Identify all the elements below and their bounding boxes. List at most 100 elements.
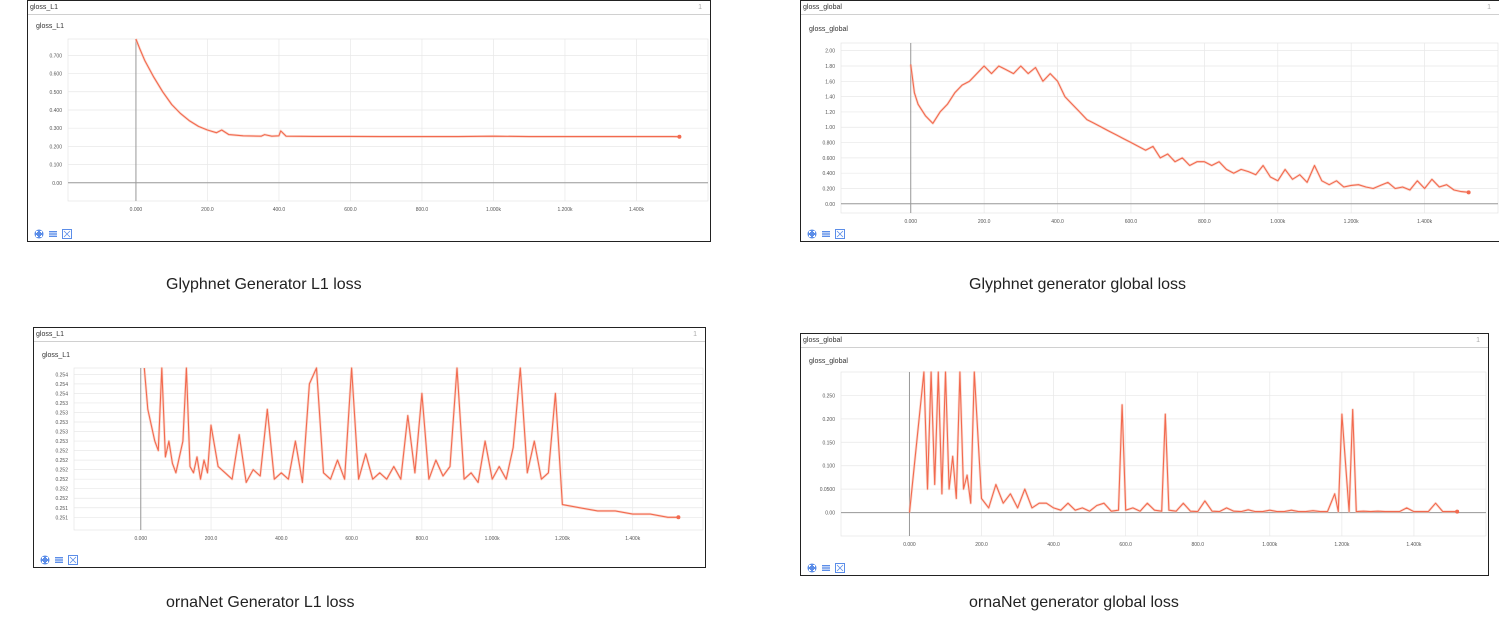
chart-title: gloss_global: [809, 358, 848, 365]
y-tick-label: 1.20: [825, 110, 835, 116]
x-tick-label: 1.400k: [629, 207, 645, 213]
series-line: [135, 38, 680, 138]
y-tick-label: 0.253: [55, 410, 68, 416]
x-tick-label: 600.0: [1125, 219, 1138, 225]
y-tick-label: 2.00: [825, 49, 835, 55]
y-tick-label: 0.500: [49, 90, 62, 96]
plot-area: [840, 42, 1499, 214]
x-tick-label: 1.400k: [1417, 219, 1433, 225]
y-tick-label: 0.150: [822, 440, 835, 446]
y-tick-label: 0.252: [55, 458, 68, 464]
x-tick-label: 1.200k: [1344, 219, 1360, 225]
panel-index: 1: [1487, 4, 1491, 11]
x-tick-label: 800.0: [416, 536, 429, 542]
y-tick-label: 0.254: [55, 391, 68, 397]
series-line: [143, 367, 679, 518]
x-tick-label: 1.400k: [1406, 542, 1422, 548]
series-line: [910, 64, 1469, 193]
series-end-point: [1466, 190, 1471, 195]
y-tick-label: 0.253: [55, 439, 68, 445]
panel-header-title: gloss_L1: [30, 4, 59, 11]
y-tick-label: 0.252: [55, 449, 68, 455]
x-tick-label: 1.200k: [557, 207, 573, 213]
x-tick-label: 1.000k: [485, 536, 501, 542]
x-tick-label: 1.200k: [1334, 542, 1350, 548]
panel-index: 1: [693, 331, 697, 338]
y-tick-label: 0.600: [49, 72, 62, 78]
y-tick-label: 0.800: [822, 141, 835, 147]
series-end-point: [676, 515, 681, 520]
panel-header-title: gloss_global: [803, 337, 842, 344]
chart-panel-glyphnet-l1: gloss_L1 1 gloss_L1 0.00 0.100 0.200 0.300 0…: [27, 0, 711, 242]
list-icon[interactable]: [48, 226, 58, 237]
fit-icon[interactable]: [68, 552, 78, 565]
list-icon[interactable]: [821, 560, 831, 571]
expand-icon[interactable]: [807, 560, 817, 572]
y-tick-label: 0.251: [55, 515, 68, 521]
x-tick-label: 600.0: [344, 207, 357, 213]
x-tick-label: 600.0: [1119, 542, 1132, 548]
chart-plot[interactable]: 0.00 0.0500 0.100 0.150 0.200 0.250 0.000 200.0…: [801, 370, 1488, 552]
panel-header-title: gloss_global: [803, 4, 842, 11]
panel-header-title: gloss_L1: [36, 331, 65, 338]
x-tick-label: 800.0: [1198, 219, 1211, 225]
y-tick-label: 0.100: [49, 163, 62, 169]
fit-icon[interactable]: [62, 226, 72, 239]
series-line: [908, 371, 1458, 513]
y-tick-label: 0.00: [52, 181, 62, 187]
panel-header: gloss_global 1: [801, 334, 1488, 348]
x-tick-label: 0.000: [904, 219, 917, 225]
series-end-point: [677, 134, 682, 139]
x-tick-label: 200.0: [975, 542, 988, 548]
x-tick-label: 200.0: [201, 207, 214, 213]
expand-icon[interactable]: [807, 226, 817, 238]
caption-ornanet-l1: ornaNet Generator L1 loss: [166, 594, 355, 611]
chart-panel-ornanet-global: gloss_global 1 gloss_global 0.00 0.0500 0.…: [800, 333, 1489, 576]
chart-title: gloss_L1: [42, 352, 71, 359]
plot-area: [67, 38, 709, 202]
x-tick-label: 0.000: [130, 207, 143, 213]
x-tick-label: 200.0: [978, 219, 991, 225]
chart-title: gloss_global: [809, 26, 848, 33]
fit-icon[interactable]: [835, 226, 845, 239]
x-tick-label: 200.0: [205, 536, 218, 542]
y-tick-label: 0.252: [55, 487, 68, 493]
expand-icon[interactable]: [34, 226, 44, 238]
panel-header: gloss_L1 1: [28, 1, 710, 15]
y-tick-label: 0.200: [822, 186, 835, 192]
x-tick-label: 400.0: [273, 207, 286, 213]
x-tick-label: 1.000k: [486, 207, 502, 213]
chart-controls: [807, 559, 845, 573]
list-icon[interactable]: [54, 552, 64, 563]
panel-index: 1: [698, 4, 702, 11]
y-tick-label: 0.600: [822, 156, 835, 162]
x-tick-label: 1.200k: [555, 536, 571, 542]
list-icon[interactable]: [821, 226, 831, 237]
y-tick-label: 0.700: [49, 53, 62, 59]
chart-plot[interactable]: 0.251 0.251 0.252 0.252 0.252 0.252 0.252 0.252…: [34, 366, 705, 546]
panel-header: gloss_global 1: [801, 1, 1499, 15]
y-tick-label: 0.0500: [820, 487, 836, 493]
chart-plot[interactable]: 0.00 0.100 0.200 0.300 0.400 0.500 0.600 0.700 0…: [28, 37, 710, 217]
panel-index: 1: [1476, 337, 1480, 344]
fit-icon[interactable]: [835, 560, 845, 573]
x-tick-label: 0.000: [903, 542, 916, 548]
panel-header: gloss_L1 1: [34, 328, 705, 342]
y-tick-label: 0.400: [822, 171, 835, 177]
chart-controls: [807, 225, 845, 239]
chart-plot[interactable]: 0.00 0.200 0.400 0.600 0.800 1.00 1.20 1.40 1.60…: [801, 41, 1499, 229]
y-tick-label: 0.300: [49, 126, 62, 132]
x-tick-label: 1.000k: [1270, 219, 1286, 225]
y-tick-label: 0.252: [55, 477, 68, 483]
expand-icon[interactable]: [40, 552, 50, 564]
y-tick-label: 0.200: [49, 144, 62, 150]
y-tick-label: 1.60: [825, 79, 835, 85]
caption-glyphnet-global: Glyphnet generator global loss: [969, 276, 1187, 293]
y-tick-label: 0.253: [55, 401, 68, 407]
plot-area: [73, 367, 704, 531]
chart-controls: [34, 225, 72, 239]
y-tick-label: 0.253: [55, 420, 68, 426]
x-tick-label: 1.400k: [625, 536, 641, 542]
y-tick-label: 0.100: [822, 464, 835, 470]
caption-glyphnet-l1: Glyphnet Generator L1 loss: [166, 276, 362, 293]
